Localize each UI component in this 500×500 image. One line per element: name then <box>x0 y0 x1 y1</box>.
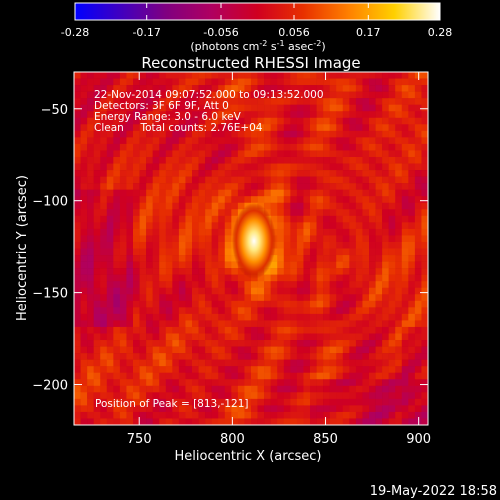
y-tick-label: −50 <box>41 103 68 118</box>
y-tick-label: −200 <box>32 379 68 394</box>
peak-position-label: Position of Peak = [813,-121] <box>95 398 249 410</box>
y-axis-label: Heliocentric Y (arcsec) <box>15 175 30 321</box>
x-tick-label: 850 <box>313 432 338 447</box>
annotation-energy-range: Energy Range: 3.0 - 6.0 keV <box>94 111 242 123</box>
x-tick-label: 750 <box>127 432 152 447</box>
chart-title: Reconstructed RHESSI Image <box>141 54 360 72</box>
heatmap-image <box>74 72 428 425</box>
axis-ticks: 750 800 850 900 −50 −100 −150 −200 <box>32 72 431 447</box>
colorbar-tick-label: 0.17 <box>356 26 381 39</box>
annotation-clean-counts: Clean Total counts: 2.76E+04 <box>94 122 263 134</box>
x-tick-label: 800 <box>220 432 245 447</box>
colorbar-tick-label: 0.056 <box>278 26 310 39</box>
annotation-detectors: Detectors: 3F 6F 9F, Att 0 <box>94 100 229 112</box>
y-tick-label: −150 <box>32 287 68 302</box>
colorbar-ticks: -0.28 -0.17 -0.056 0.056 0.17 0.28 <box>61 3 452 39</box>
x-axis-label: Heliocentric X (arcsec) <box>175 449 322 464</box>
colorbar-tick-label: -0.17 <box>132 26 160 39</box>
annotation-time-range: 22-Nov-2014 09:07:52.000 to 09:13:52.000 <box>94 89 324 101</box>
colorbar-units: (photons cm-2 s-1 asec-2) <box>190 39 325 53</box>
colorbar-tick-label: -0.056 <box>203 26 238 39</box>
colorbar <box>74 2 441 21</box>
colorbar-tick-label: -0.28 <box>61 26 89 39</box>
x-tick-label: 900 <box>406 432 431 447</box>
y-tick-label: −100 <box>32 195 68 210</box>
plot-frame <box>73 71 429 426</box>
timestamp: 19-May-2022 18:58 <box>370 484 497 499</box>
colorbar-tick-label: 0.28 <box>428 26 453 39</box>
peak-source <box>232 203 276 279</box>
